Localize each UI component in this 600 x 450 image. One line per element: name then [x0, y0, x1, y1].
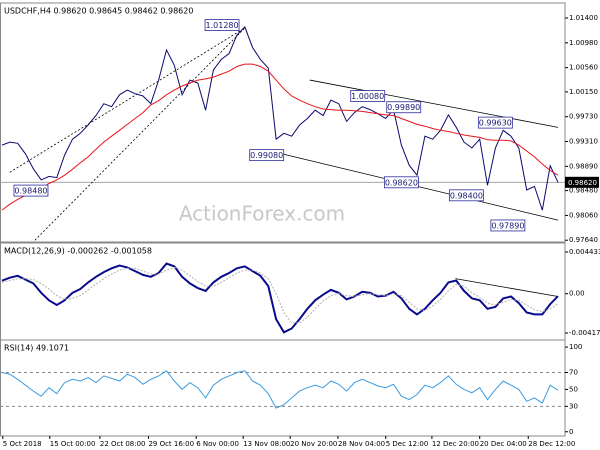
panel-frame [0, 339, 566, 437]
trendline [279, 152, 559, 221]
price-label-box [383, 176, 419, 189]
x-tick-label: 22 Oct 08:00 [100, 440, 146, 448]
series-line [1, 266, 559, 324]
last-price-label: 0.98620 [568, 179, 597, 187]
last-price-box [565, 176, 599, 188]
trendline [455, 278, 559, 297]
x-tick-label: 6 Nov 00:00 [196, 440, 239, 448]
price-label: 1.00080 [351, 92, 384, 101]
price-label: 0.98400 [450, 191, 483, 200]
y-tick-label: 70 [569, 368, 578, 376]
x-tick-label: 20 Dec 04:00 [480, 440, 527, 448]
price-label-box [13, 184, 49, 197]
y-tick-label: 1.01400 [569, 14, 598, 22]
x-tick-label: 12 Dec 20:00 [432, 440, 479, 448]
y-tick-label: 30 [569, 402, 578, 410]
y-tick-label: 0.00 [569, 290, 585, 298]
price-label: 1.01280 [206, 21, 239, 30]
x-tick-label: 13 Nov 08:00 [243, 440, 290, 448]
price-label: 0.99080 [250, 151, 283, 160]
y-tick-label: 0.99730 [569, 113, 598, 121]
panel-title: MACD(12,26,9) -0.000262 -0.001058 [4, 247, 152, 256]
y-tick-label: 0.97640 [569, 236, 598, 244]
price-label: 0.98480 [14, 187, 47, 196]
trendline [309, 79, 559, 128]
y-tick-label: 1.00980 [569, 39, 598, 47]
price-label-box [448, 189, 484, 202]
price-label-box [386, 101, 422, 114]
x-tick-label: 20 Nov 20:00 [290, 440, 337, 448]
x-tick-label: 28 Dec 12:00 [528, 440, 575, 448]
series-line [1, 262, 559, 334]
panel-title: USDCHF,H4 0.98620 0.98645 0.98462 0.9862… [4, 7, 193, 16]
panel-title: RSI(14) 49.1071 [4, 344, 69, 353]
y-tick-label: 1.00560 [569, 64, 598, 72]
price-label: 0.97890 [491, 221, 524, 230]
trendline [34, 27, 246, 241]
y-tick-label: 1.00150 [569, 88, 598, 96]
y-tick-label: 0.98060 [569, 211, 598, 219]
series-line [1, 370, 559, 409]
y-tick-label: -0.004175 [569, 329, 600, 337]
y-tick-label: 100 [569, 343, 582, 351]
price-label-box [204, 19, 240, 31]
series-line [1, 25, 559, 211]
x-tick-label: 28 Nov 04:00 [338, 440, 385, 448]
price-label-box [249, 149, 285, 162]
y-tick-label: 0.98480 [569, 187, 598, 195]
x-tick-label: 5 Dec 12:00 [386, 440, 429, 448]
panel-frame [0, 2, 566, 243]
trendline [9, 27, 245, 173]
price-label-box [477, 116, 513, 129]
price-label: 0.98620 [385, 178, 418, 187]
x-tick-label: 5 Oct 2018 [3, 440, 42, 448]
y-tick-label: 0.98890 [569, 162, 598, 170]
y-tick-label: 0.004433 [569, 248, 600, 256]
price-label-box [490, 219, 526, 232]
price-label: 0.99890 [387, 103, 420, 112]
y-tick-label: 50 [569, 385, 578, 393]
y-tick-label: 0.99310 [569, 138, 598, 146]
watermark: ActionForex.com [179, 202, 345, 226]
y-tick-label: 0 [569, 428, 573, 436]
series-line [1, 63, 559, 211]
price-label: 0.99630 [479, 119, 512, 128]
x-tick-label: 15 Oct 00:00 [50, 440, 96, 448]
price-label-box [350, 90, 386, 102]
x-tick-label: 29 Oct 16:00 [148, 440, 194, 448]
